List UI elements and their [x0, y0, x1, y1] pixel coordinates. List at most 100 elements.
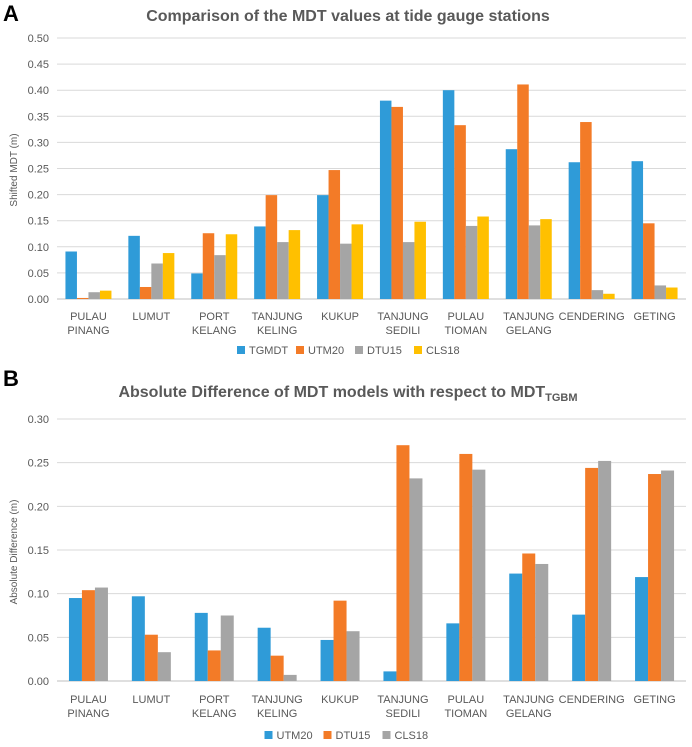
panel-a-bar-dtu15-kukup: [340, 243, 352, 299]
panel-a-bars: [65, 84, 678, 300]
panel-b-x-ticks: PULAU PINANG LUMUT PORT KELANG TANJUNG KELING K…: [67, 694, 675, 720]
panel-a-y-tick-label: 0.20: [28, 190, 49, 202]
panel-b-bar-cls18-pulau-pinang: [94, 587, 108, 681]
panel-a-y-tick-label: 0.50: [28, 33, 49, 45]
panel-b-bar-utm20-tanjung-sedili: [383, 671, 397, 681]
panel-a-y-tick-label: 0.05: [28, 268, 49, 280]
panel-a-bar-tgmdt-port-kelang: [191, 273, 203, 299]
panel-letter-a: A: [3, 1, 19, 26]
panel-b-category-label-tanjung-keling: TANJUNG KELING: [252, 694, 303, 720]
panel-b-category-label-line: TANJUNG: [252, 694, 303, 706]
panel-b-legend-label-cls18: CLS18: [395, 730, 429, 742]
panel-a-bar-cls18-geting: [666, 287, 678, 299]
panel-b-bar-utm20-tanjung-keling: [257, 627, 271, 681]
panel-b-category-label-lumut: LUMUT: [132, 694, 170, 706]
panel-b-bar-dtu15-lumut: [144, 634, 158, 681]
panel-a-bar-cls18-cendering: [603, 293, 615, 299]
panel-a-category-label-pulau-pinang: PULAU PINANG: [67, 311, 109, 337]
panel-b-bar-dtu15-tanjung-gelang: [522, 553, 536, 681]
panel-a-y-tick-label: 0.35: [28, 111, 49, 123]
panel-a-y-axis-label: Shifted MDT (m): [9, 133, 20, 206]
panel-a-bar-tgmdt-cendering: [568, 162, 581, 299]
panel-a-category-label-tanjung-sedili: TANJUNG SEDILI: [377, 311, 428, 337]
panel-a-x-ticks: PULAU PINANG LUMUT PORT KELANG TANJUNG KELING K…: [67, 311, 675, 337]
panel-a-bar-utm20-kukup: [328, 170, 341, 299]
panel-a-category-label-line: GELANG: [506, 325, 552, 337]
panel-a-bar-utm20-lumut: [139, 286, 152, 299]
panel-b-bar-cls18-tanjung-gelang: [535, 563, 549, 681]
panel-b-bar-dtu15-geting: [648, 474, 662, 681]
panel-b-legend-swatch-cls18: [382, 731, 391, 739]
panel-b-category-label-tanjung-gelang: TANJUNG GELANG: [503, 694, 554, 720]
panel-a-category-label-line: TANJUNG: [377, 311, 428, 323]
panel-a-category-label-tanjung-gelang: TANJUNG GELANG: [503, 311, 554, 337]
panel-b-chart: B Absolute Difference of MDT models with…: [3, 366, 686, 742]
panel-b-category-label-cendering: CENDERING: [559, 694, 625, 706]
panel-a-bar-dtu15-cendering: [591, 290, 604, 299]
panel-b-bar-utm20-pulau-tioman: [446, 623, 460, 681]
panel-b-y-axis-label: Absolute Difference (m): [9, 500, 20, 605]
panel-a-bar-tgmdt-tanjung-gelang: [505, 149, 518, 299]
panel-b-category-label-geting: GETING: [633, 694, 675, 706]
panel-a-bar-utm20-tanjung-sedili: [391, 106, 403, 300]
panel-b-category-label-line: PINANG: [67, 708, 109, 720]
panel-a-category-label-lumut: LUMUT: [132, 311, 170, 323]
panel-a-category-label-geting: GETING: [633, 311, 675, 323]
panel-b-category-label-line: PULAU: [70, 694, 107, 706]
panel-a-category-label-line: TIOMAN: [444, 325, 487, 337]
panel-a-category-label-line: KELING: [257, 325, 297, 337]
panel-a-bar-tgmdt-tanjung-keling: [254, 226, 266, 299]
panel-a-bar-utm20-geting: [643, 223, 655, 299]
panel-a-category-label-line: TANJUNG: [503, 311, 554, 323]
panel-a-category-label-line: PORT: [199, 311, 230, 323]
panel-a-category-label-line: PULAU: [448, 311, 485, 323]
panel-b-bar-dtu15-kukup: [333, 600, 347, 681]
panel-a-legend: TGMDT UTM20 DTU15 CLS18: [237, 345, 460, 357]
panel-b-bar-utm20-kukup: [320, 639, 334, 681]
panel-a-bar-dtu15-tanjung-sedili: [402, 242, 415, 299]
panel-a-category-label-cendering: CENDERING: [559, 311, 625, 323]
panel-a-bar-cls18-port-kelang: [225, 234, 238, 299]
panel-a-legend-swatch-dtu15: [355, 346, 363, 354]
panel-a-bar-dtu15-geting: [654, 285, 667, 299]
panel-a-bar-utm20-pulau-tioman: [454, 125, 466, 299]
panel-a-bar-cls18-tanjung-sedili: [414, 221, 426, 299]
panel-b-y-tick-label: 0.15: [28, 545, 49, 557]
panel-a-y-tick-label: 0.00: [28, 294, 49, 306]
panel-b-bar-dtu15-pulau-tioman: [459, 453, 473, 681]
panel-b-category-label-line: PULAU: [448, 694, 485, 706]
panel-b-category-label-pulau-tioman: PULAU TIOMAN: [444, 694, 487, 720]
panel-b-category-label-line: LUMUT: [132, 694, 170, 706]
panel-b-bar-dtu15-tanjung-keling: [270, 655, 284, 681]
panel-b-category-label-line: GETING: [633, 694, 675, 706]
panel-a-legend-swatch-cls18: [414, 346, 422, 354]
panel-b-title-subscript: TGBM: [545, 392, 577, 404]
panel-b-bar-cls18-cendering: [598, 460, 612, 681]
panel-a-y-ticks: 0.00 0.05 0.10 0.15 0.20 0.25 0.30 0.35 0.40 0.45…: [28, 33, 49, 306]
panel-b-bar-utm20-lumut: [131, 596, 145, 681]
panel-a-bar-tgmdt-geting: [631, 161, 644, 299]
panel-b-bar-utm20-cendering: [572, 614, 586, 681]
panel-a-bar-tgmdt-pulau-pinang: [65, 251, 77, 299]
panel-a-bar-tgmdt-lumut: [128, 235, 140, 299]
panel-b-y-tick-label: 0.10: [28, 589, 49, 601]
panel-a-title: Comparison of the MDT values at tide gau…: [146, 8, 550, 25]
panel-b-y-tick-label: 0.05: [28, 632, 49, 644]
panel-b-category-label-line: KELING: [257, 708, 297, 720]
panel-a-category-label-line: KUKUP: [321, 311, 359, 323]
panel-b-bar-cls18-port-kelang: [220, 615, 234, 681]
panel-a-bar-utm20-port-kelang: [202, 233, 215, 299]
panel-a-category-label-line: GETING: [633, 311, 675, 323]
panel-b-bar-cls18-tanjung-keling: [283, 674, 297, 681]
panel-b-bar-utm20-geting: [635, 577, 649, 681]
panel-b-legend-swatch-dtu15: [323, 731, 332, 739]
panel-b-category-label-line: GELANG: [506, 708, 552, 720]
panel-a-bar-utm20-pulau-pinang: [76, 297, 89, 299]
panel-b-category-label-line: KUKUP: [321, 694, 359, 706]
panel-a-bar-utm20-cendering: [580, 122, 592, 299]
panel-b-bar-cls18-geting: [661, 470, 675, 681]
panel-b-bar-cls18-tanjung-sedili: [409, 478, 423, 681]
panel-a-bar-cls18-lumut: [162, 253, 175, 299]
panel-a-legend-label-dtu15: DTU15: [367, 345, 402, 357]
